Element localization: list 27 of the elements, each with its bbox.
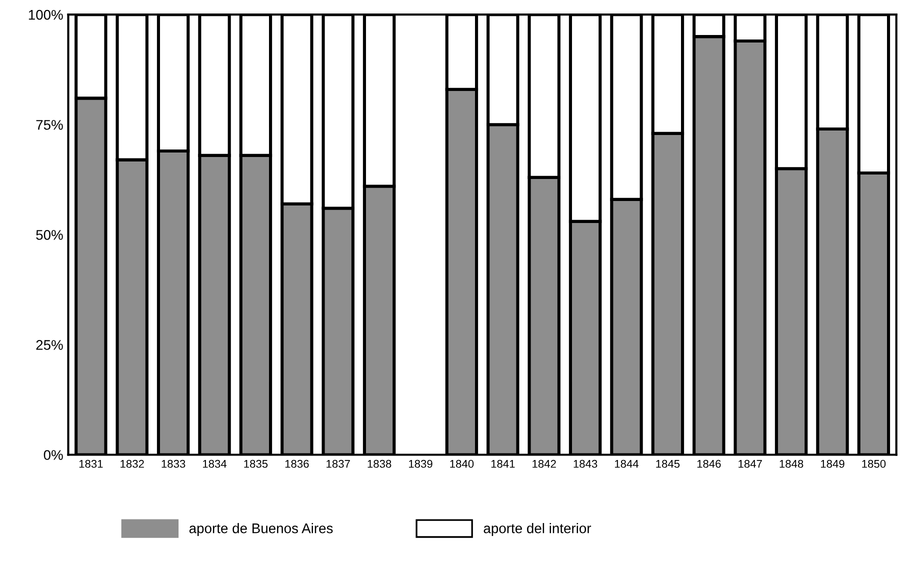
x-tick-label: 1840 xyxy=(450,460,474,468)
x-tick-label: 1834 xyxy=(202,460,227,468)
x-tick-label: 1848 xyxy=(780,460,804,468)
x-tick-label: 1843 xyxy=(574,460,598,468)
y-tick-label: 0% xyxy=(44,450,63,460)
y-tick-label: 25% xyxy=(36,340,63,350)
x-tick-label: 1836 xyxy=(285,460,309,468)
legend-label: aporte del interior xyxy=(484,523,592,536)
x-tick-label: 1844 xyxy=(614,460,639,468)
x-tick-label: 1842 xyxy=(532,460,556,468)
y-tick-label: 75% xyxy=(36,120,63,130)
x-tick-label: 1849 xyxy=(820,460,844,468)
x-tick-label: 1832 xyxy=(120,460,144,468)
y-tick-label: 50% xyxy=(36,230,63,240)
x-tick-label: 1831 xyxy=(79,460,103,468)
x-tick-label: 1845 xyxy=(656,460,680,468)
x-tick-label: 1841 xyxy=(491,460,515,468)
x-tick-label: 1835 xyxy=(244,460,268,468)
x-tick-label: 1847 xyxy=(738,460,762,468)
x-tick-label: 1839 xyxy=(408,460,432,468)
x-tick-label: 1833 xyxy=(162,460,186,468)
y-tick-label: 100% xyxy=(28,10,63,20)
x-tick-label: 1838 xyxy=(368,460,392,468)
x-tick-label: 1837 xyxy=(326,460,350,468)
x-tick-label: 1850 xyxy=(862,460,886,468)
x-tick-label: 1846 xyxy=(697,460,721,468)
legend-label: aporte de Buenos Aires xyxy=(189,523,333,536)
